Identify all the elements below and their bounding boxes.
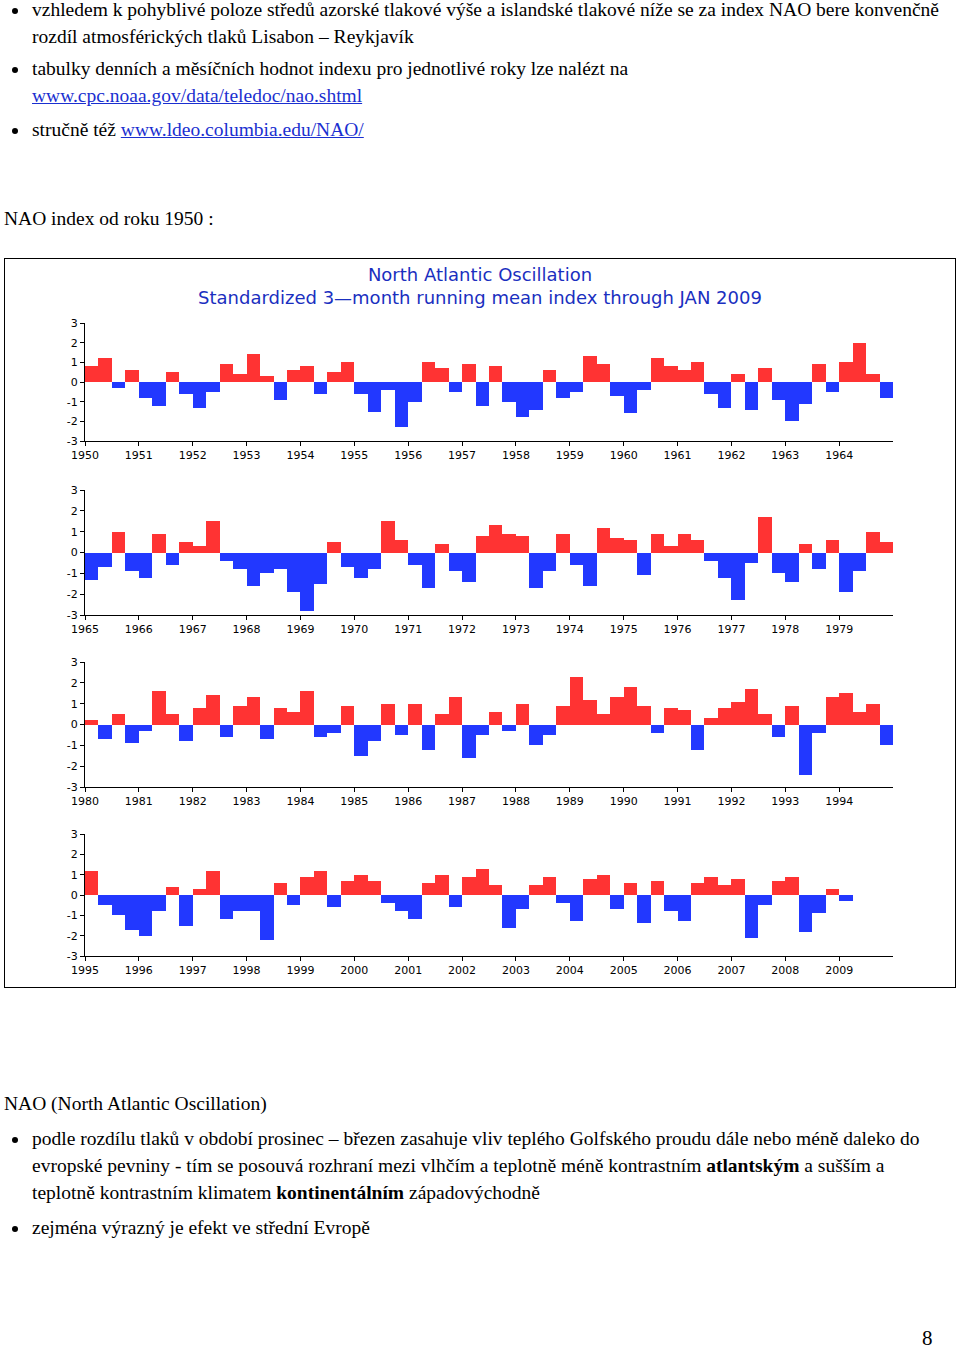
- svg-text:1951: 1951: [125, 449, 153, 462]
- svg-text:2004: 2004: [556, 964, 584, 977]
- svg-text:1: 1: [71, 356, 78, 369]
- svg-text:1995: 1995: [71, 964, 99, 977]
- svg-text:1971: 1971: [394, 623, 422, 636]
- svg-text:1998: 1998: [233, 964, 261, 977]
- svg-text:1986: 1986: [394, 795, 422, 808]
- svg-text:1996: 1996: [125, 964, 153, 977]
- svg-text:2000: 2000: [340, 964, 368, 977]
- svg-text:1957: 1957: [448, 449, 476, 462]
- svg-text:1974: 1974: [556, 623, 584, 636]
- svg-text:1992: 1992: [717, 795, 745, 808]
- svg-text:0: 0: [71, 376, 78, 389]
- svg-text:1964: 1964: [825, 449, 853, 462]
- svg-text:1989: 1989: [556, 795, 584, 808]
- svg-text:-1: -1: [67, 396, 78, 409]
- svg-text:1984: 1984: [286, 795, 314, 808]
- html-text:podle rozdílu tlaků v období p: podle rozdílu tlaků v období prosinec – …: [32, 1128, 920, 1203]
- svg-text:-2: -2: [67, 588, 78, 601]
- svg-text:1975: 1975: [610, 623, 638, 636]
- html-text:tabulky denních a měsíčních ho: tabulky denních a měsíčních hodnot index…: [32, 58, 629, 79]
- svg-text:1955: 1955: [340, 449, 368, 462]
- svg-text:2002: 2002: [448, 964, 476, 977]
- svg-text:2009: 2009: [825, 964, 853, 977]
- svg-text:1: 1: [71, 526, 78, 539]
- svg-text:3: 3: [71, 656, 78, 669]
- svg-text:1962: 1962: [717, 449, 745, 462]
- svg-text:0: 0: [71, 718, 78, 731]
- svg-text:1999: 1999: [286, 964, 314, 977]
- svg-text:North Atlantic OscillationStan: North Atlantic OscillationStandardized 3…: [198, 264, 762, 308]
- svg-text:1981: 1981: [125, 795, 153, 808]
- html-text:www.cpc.noaa.gov/data/teledoc/: www.cpc.noaa.gov/data/teledoc/nao.shtml: [32, 85, 363, 106]
- svg-text:1968: 1968: [233, 623, 261, 636]
- svg-text:2003: 2003: [502, 964, 530, 977]
- svg-text:1952: 1952: [179, 449, 207, 462]
- svg-text:1993: 1993: [771, 795, 799, 808]
- svg-text:0: 0: [71, 546, 78, 559]
- svg-text:1985: 1985: [340, 795, 368, 808]
- svg-text:1982: 1982: [179, 795, 207, 808]
- svg-text:1958: 1958: [502, 449, 530, 462]
- svg-text:-2: -2: [67, 415, 78, 428]
- svg-text:1979: 1979: [825, 623, 853, 636]
- svg-text:2: 2: [71, 848, 78, 861]
- svg-text:1970: 1970: [340, 623, 368, 636]
- svg-text:1994: 1994: [825, 795, 853, 808]
- svg-text:1978: 1978: [771, 623, 799, 636]
- svg-text:3: 3: [71, 828, 78, 841]
- svg-text:1988: 1988: [502, 795, 530, 808]
- svg-text:-3: -3: [67, 609, 78, 622]
- svg-text:3: 3: [71, 484, 78, 497]
- svg-text:1953: 1953: [233, 449, 261, 462]
- svg-text:2007: 2007: [717, 964, 745, 977]
- html-text:NAO index od roku 1950 :: NAO index od roku 1950 :: [4, 208, 214, 229]
- svg-text:1972: 1972: [448, 623, 476, 636]
- svg-text:-3: -3: [67, 950, 78, 963]
- svg-text:0: 0: [71, 889, 78, 902]
- svg-text:1980: 1980: [71, 795, 99, 808]
- svg-text:1956: 1956: [394, 449, 422, 462]
- svg-text:1: 1: [71, 869, 78, 882]
- svg-text:1990: 1990: [610, 795, 638, 808]
- html-text:NAO (North Atlantic Oscillatio: NAO (North Atlantic Oscillation): [4, 1093, 267, 1114]
- svg-text:1976: 1976: [664, 623, 692, 636]
- html-text:zejména výrazný je efekt ve st: zejména výrazný je efekt ve střední Evro…: [32, 1217, 370, 1238]
- svg-text:1973: 1973: [502, 623, 530, 636]
- svg-text:1954: 1954: [286, 449, 314, 462]
- svg-text:-1: -1: [67, 739, 78, 752]
- svg-text:3: 3: [71, 317, 78, 330]
- html-text:vzhledem k pohyblivé poloze st: vzhledem k pohyblivé poloze středů azors…: [32, 0, 939, 47]
- svg-text:1991: 1991: [664, 795, 692, 808]
- svg-text:1959: 1959: [556, 449, 584, 462]
- svg-text:-3: -3: [67, 781, 78, 794]
- svg-text:2006: 2006: [664, 964, 692, 977]
- svg-text:-3: -3: [67, 435, 78, 448]
- svg-text:1983: 1983: [233, 795, 261, 808]
- svg-text:-2: -2: [67, 930, 78, 943]
- svg-text:1961: 1961: [664, 449, 692, 462]
- svg-text:-1: -1: [67, 567, 78, 580]
- svg-text:1: 1: [71, 698, 78, 711]
- svg-text:-1: -1: [67, 909, 78, 922]
- svg-text:2008: 2008: [771, 964, 799, 977]
- svg-text:1960: 1960: [610, 449, 638, 462]
- svg-text:1950: 1950: [71, 449, 99, 462]
- svg-text:1997: 1997: [179, 964, 207, 977]
- svg-text:1987: 1987: [448, 795, 476, 808]
- svg-text:1963: 1963: [771, 449, 799, 462]
- svg-text:1969: 1969: [286, 623, 314, 636]
- svg-text:1977: 1977: [717, 623, 745, 636]
- svg-text:2: 2: [71, 337, 78, 350]
- svg-text:2005: 2005: [610, 964, 638, 977]
- svg-text:1967: 1967: [179, 623, 207, 636]
- svg-text:2: 2: [71, 677, 78, 690]
- svg-text:1966: 1966: [125, 623, 153, 636]
- svg-text:2: 2: [71, 505, 78, 518]
- svg-text:2001: 2001: [394, 964, 422, 977]
- svg-text:-2: -2: [67, 760, 78, 773]
- svg-text:1965: 1965: [71, 623, 99, 636]
- html-text:stručně též www.ldeo.columbia.: stručně též www.ldeo.columbia.edu/NAO/: [32, 119, 364, 140]
